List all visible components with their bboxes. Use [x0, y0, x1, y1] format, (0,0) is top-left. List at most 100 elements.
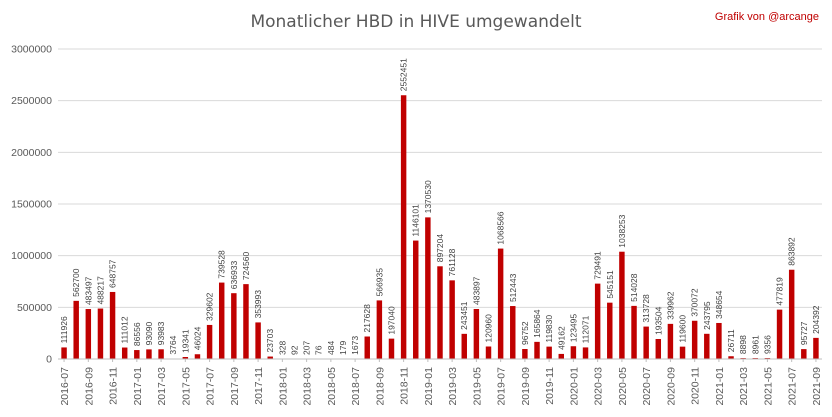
data-label: 566935 — [374, 268, 384, 297]
y-axis: 0 500000 1000000 1500000 2000000 2500000 30000… — [11, 44, 52, 366]
bar — [231, 293, 237, 359]
data-label: 197040 — [386, 306, 396, 335]
data-label: 193504 — [653, 306, 663, 335]
data-label: 761128 — [447, 248, 457, 276]
x-tick-label: 2019-03 — [447, 367, 459, 406]
data-label: 93983 — [156, 321, 166, 345]
bar — [570, 346, 577, 359]
y-tick-label: 1500000 — [11, 199, 52, 211]
bar — [631, 305, 637, 359]
data-label: 562700 — [71, 268, 81, 297]
data-label: 19341 — [180, 329, 190, 353]
bar — [582, 347, 589, 359]
data-label: 207 — [302, 341, 312, 355]
bar — [388, 338, 395, 359]
data-label: 9356 — [762, 335, 772, 354]
bar — [728, 356, 734, 359]
bar — [109, 291, 116, 359]
x-tick-label: 2018-09 — [374, 367, 386, 406]
bar — [461, 333, 467, 359]
bar — [776, 309, 783, 359]
x-tick-label: 2020-01 — [568, 367, 580, 406]
x-tick-label: 2016-09 — [83, 367, 95, 406]
bar — [61, 347, 67, 359]
x-tick-label: 2019-01 — [423, 367, 435, 406]
x-tick-label: 2018-07 — [350, 367, 362, 406]
x-tick-label: 2018-11 — [399, 367, 411, 405]
bar — [607, 302, 613, 359]
data-label: 86556 — [132, 322, 142, 346]
data-label: 484 — [326, 340, 336, 354]
bar — [218, 282, 225, 359]
x-tick-label: 2016-11 — [108, 367, 120, 405]
chart-credit: Grafik von @arcange — [715, 11, 819, 23]
bar — [801, 349, 807, 359]
data-label: 648757 — [108, 259, 118, 288]
bar — [425, 217, 431, 359]
data-label: 119600 — [678, 315, 688, 343]
bar — [643, 326, 649, 359]
bar — [194, 354, 201, 359]
data-label: 165864 — [532, 309, 542, 338]
x-tick-label: 2017-07 — [205, 367, 217, 406]
data-label: 483497 — [83, 276, 93, 305]
data-label: 512443 — [508, 273, 518, 302]
bar — [788, 269, 795, 359]
x-tick-label: 2021-05 — [762, 367, 774, 406]
data-label: 370072 — [690, 288, 700, 317]
data-label: 339962 — [665, 291, 675, 320]
data-label: 477819 — [775, 277, 785, 306]
data-label: 123495 — [568, 314, 578, 343]
y-tick-label: 1000000 — [11, 250, 52, 262]
data-label: 729491 — [593, 251, 603, 280]
data-label: 76 — [314, 345, 324, 355]
data-label: 488217 — [95, 276, 105, 305]
x-tick-label: 2021-03 — [738, 367, 750, 406]
bar — [243, 284, 249, 359]
bar — [716, 322, 722, 359]
x-tick-label: 2019-09 — [520, 367, 532, 406]
x-tick-label: 2017-05 — [180, 367, 192, 406]
data-label: 217628 — [362, 304, 372, 333]
data-label: 1370530 — [423, 180, 433, 213]
data-label: 23703 — [265, 329, 275, 353]
bar — [437, 266, 443, 359]
data-label: 739528 — [217, 250, 227, 279]
data-label: 95727 — [799, 321, 809, 345]
data-label: 8898 — [738, 335, 748, 354]
x-tick-label: 2020-09 — [665, 367, 677, 406]
bar — [619, 251, 625, 359]
x-tick-label: 2017-01 — [132, 367, 144, 406]
data-label: 353993 — [253, 290, 263, 319]
bar — [497, 248, 504, 359]
x-axis: 2016-07 2016-09 2016-11 2017-01 2017-03 2017-… — [58, 358, 823, 406]
data-label: 636933 — [229, 261, 239, 290]
bars — [61, 95, 819, 359]
y-tick-label: 2000000 — [11, 147, 52, 159]
data-label: 243451 — [459, 301, 469, 330]
data-label: 8961 — [750, 335, 760, 354]
y-tick-label: 3000000 — [11, 44, 52, 56]
bar — [594, 283, 601, 359]
bar — [691, 320, 698, 359]
data-label: 96752 — [520, 321, 530, 345]
x-tick-label: 2020-05 — [617, 367, 629, 406]
data-label: 204392 — [811, 305, 821, 334]
x-tick-label: 2021-01 — [714, 367, 726, 406]
bar — [473, 308, 480, 359]
x-tick-label: 2020-07 — [641, 367, 653, 406]
chart-title: Monatlicher HBD in HIVE umgewandelt — [250, 12, 581, 32]
data-label: 111012 — [120, 316, 130, 343]
bar — [364, 336, 370, 359]
x-tick-label: 2019-07 — [496, 367, 508, 406]
data-label: 120960 — [484, 314, 494, 343]
bar — [134, 350, 140, 359]
data-label: 1068566 — [496, 211, 506, 244]
data-label: 1673 — [350, 336, 360, 355]
bar — [97, 308, 104, 359]
bar — [655, 339, 662, 359]
x-tick-label: 2018-05 — [326, 367, 338, 406]
x-tick-label: 2021-09 — [811, 367, 823, 406]
x-tick-label: 2016-07 — [59, 367, 71, 406]
